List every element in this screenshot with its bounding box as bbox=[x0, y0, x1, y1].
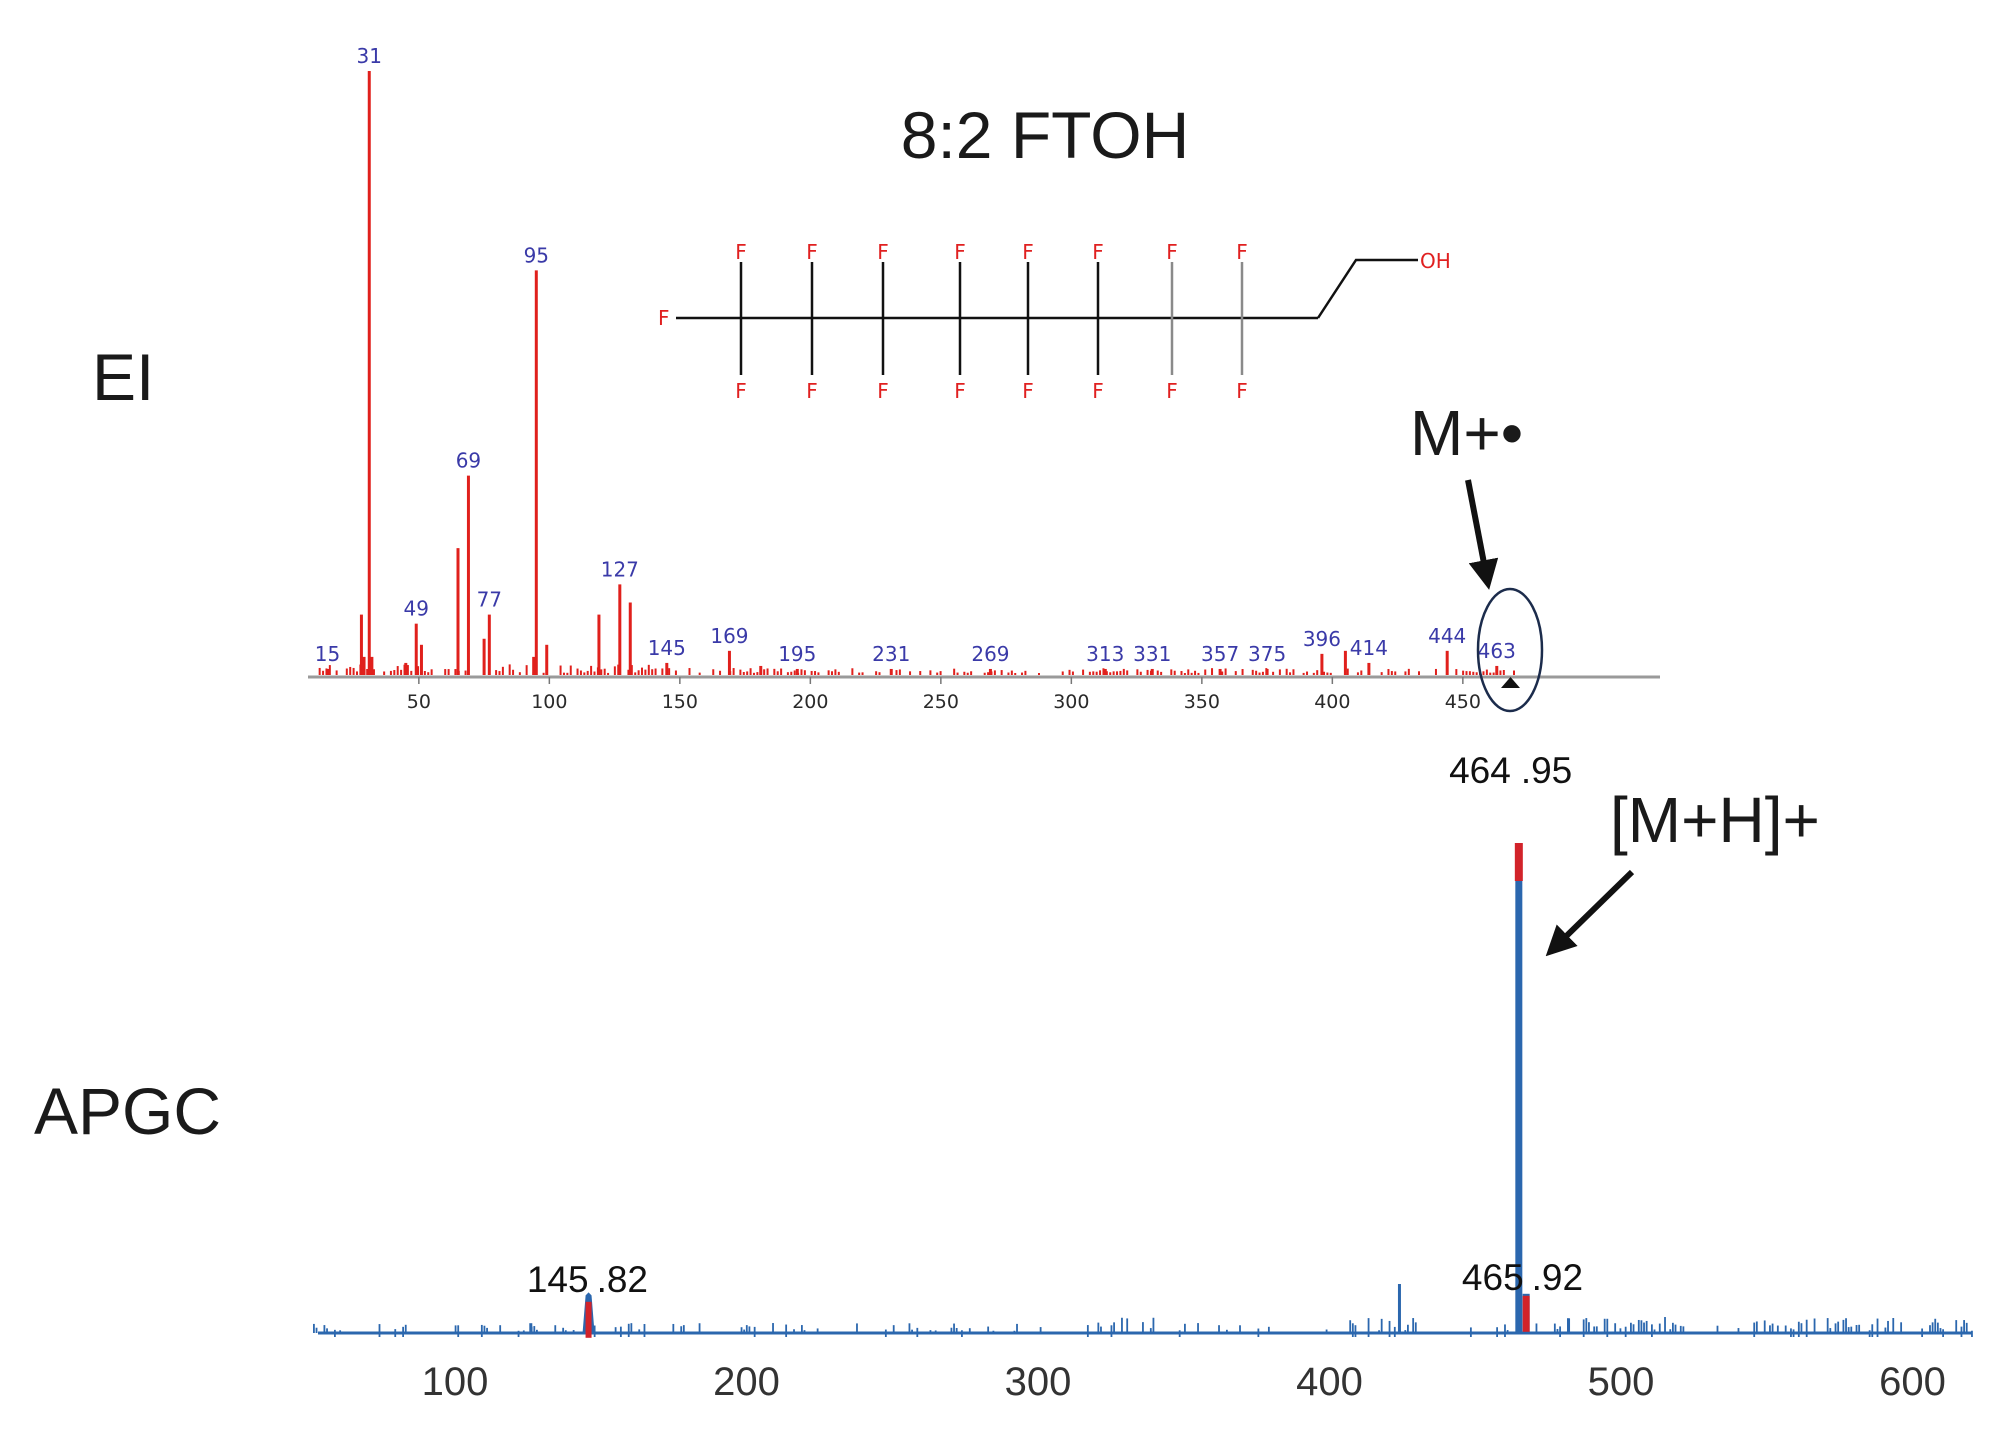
apgc-peak-label-int: 145 bbox=[527, 1259, 589, 1300]
fluorine-atom-top: F bbox=[954, 240, 966, 264]
ei-peak-label: 331 bbox=[1133, 642, 1171, 666]
fluorine-atom-top: F bbox=[1236, 240, 1248, 264]
fluorine-atom-bottom: F bbox=[1022, 379, 1034, 403]
apgc-base-peak-label-int: 464 bbox=[1449, 750, 1511, 791]
ei-tick-label: 250 bbox=[923, 691, 959, 713]
apgc-peak-marker bbox=[585, 1301, 592, 1338]
ei-peak-label: 231 bbox=[872, 642, 910, 666]
ei-peak-label: 69 bbox=[456, 449, 481, 473]
molecular-ion-marker-icon bbox=[1501, 677, 1520, 688]
ei-peak-label: 313 bbox=[1086, 642, 1124, 666]
ei-peak-label: 414 bbox=[1350, 636, 1388, 660]
fluorine-atom-top: F bbox=[1166, 240, 1178, 264]
ei-peak-label: 463 bbox=[1478, 639, 1516, 663]
molecular-ion-circle bbox=[1476, 587, 1544, 713]
ei-tick-label: 150 bbox=[662, 691, 698, 713]
molecular-ion-label: M+• bbox=[1410, 397, 1523, 469]
ei-peak-label: 145 bbox=[648, 636, 686, 660]
apgc-tick-label: 300 bbox=[1005, 1360, 1072, 1404]
ei-peak-label: 77 bbox=[477, 588, 502, 612]
fluorine-atom-top: F bbox=[1092, 240, 1104, 264]
apgc-isotope-label-int: 465 bbox=[1462, 1257, 1524, 1298]
apgc-isotope-label-dec: .92 bbox=[1532, 1257, 1583, 1298]
apgc-panel-label: APGC bbox=[34, 1074, 221, 1148]
apgc-base-peak-label-dec: .95 bbox=[1521, 750, 1572, 791]
ei-peak-label: 195 bbox=[778, 642, 816, 666]
fluorine-atom-bottom: F bbox=[1166, 379, 1178, 403]
molecule-structure: F OH F F F F F F F F F F F F F F F F bbox=[658, 240, 1451, 403]
ei-peak-label: 269 bbox=[971, 642, 1009, 666]
protonated-ion-label: [M+H]+ bbox=[1610, 784, 1820, 856]
ei-peak-label: 95 bbox=[524, 243, 549, 267]
fluorine-atom-bottom: F bbox=[735, 379, 747, 403]
ethyl-linker bbox=[1316, 258, 1418, 319]
ei-peak-label: 49 bbox=[404, 597, 429, 621]
fluorine-atom-top: F bbox=[735, 240, 747, 264]
ei-peak-label: 444 bbox=[1428, 624, 1466, 648]
fluorine-atom-bottom: F bbox=[1092, 379, 1104, 403]
fluorine-atom-top: F bbox=[1022, 240, 1034, 264]
ei-panel-label: EI bbox=[92, 340, 154, 414]
fluorine-atom-top: F bbox=[877, 240, 889, 264]
ei-tick-label: 100 bbox=[531, 691, 567, 713]
ei-peak-label: 357 bbox=[1201, 642, 1239, 666]
apgc-peak-label-dec: .82 bbox=[597, 1259, 648, 1300]
hydroxyl-group: OH bbox=[1420, 249, 1451, 273]
apgc-base-peak-marker bbox=[1514, 843, 1523, 881]
ei-peak-label: 31 bbox=[357, 44, 382, 68]
ei-tick-label: 50 bbox=[407, 691, 431, 713]
molecular-ion-arrow bbox=[1465, 479, 1499, 590]
protonated-ion-arrow bbox=[1545, 869, 1635, 957]
ei-tick-label: 350 bbox=[1184, 691, 1220, 713]
apgc-tick-label: 500 bbox=[1588, 1360, 1655, 1404]
ei-peak-label: 375 bbox=[1248, 642, 1286, 666]
ei-peak-label: 169 bbox=[710, 624, 748, 648]
apgc-tick-label: 100 bbox=[422, 1360, 489, 1404]
apgc-peak-labels: 145.82 464.95 465.92 bbox=[527, 750, 1583, 1300]
compound-title: 8:2 FTOH bbox=[901, 98, 1190, 172]
ei-tick-label: 200 bbox=[792, 691, 828, 713]
fluorine-atom-bottom: F bbox=[877, 379, 889, 403]
ei-x-ticks: 50 100 150 200 250 300 350 400 450 bbox=[407, 677, 1481, 713]
apgc-trace bbox=[313, 843, 1973, 1338]
fluorine-atom-top: F bbox=[806, 240, 818, 264]
apgc-tick-label: 600 bbox=[1879, 1360, 1946, 1404]
fluorine-atom-bottom: F bbox=[806, 379, 818, 403]
apgc-x-ticks: 100 200 300 400 500 600 bbox=[422, 1360, 1946, 1404]
apgc-tick-label: 200 bbox=[713, 1360, 780, 1404]
ei-peak-label: 396 bbox=[1303, 627, 1341, 651]
apgc-base-peak bbox=[1515, 843, 1523, 1333]
ei-peak-label: 15 bbox=[315, 642, 340, 666]
ei-tick-label: 300 bbox=[1053, 691, 1089, 713]
fluorine-atom-bottom: F bbox=[954, 379, 966, 403]
ei-peak-labels: 15 31 49 69 77 95 127 145 169 195 231 269 313 331 357 3… bbox=[315, 44, 1516, 666]
ei-tick-label: 450 bbox=[1445, 691, 1481, 713]
ei-peak-label: 127 bbox=[601, 557, 639, 581]
apgc-isotope-marker bbox=[1522, 1295, 1530, 1332]
ei-peaks bbox=[318, 71, 1516, 675]
terminal-fluorine: F bbox=[658, 306, 670, 330]
fluorine-atom-bottom: F bbox=[1236, 379, 1248, 403]
ei-tick-label: 400 bbox=[1314, 691, 1350, 713]
apgc-tick-label: 400 bbox=[1296, 1360, 1363, 1404]
